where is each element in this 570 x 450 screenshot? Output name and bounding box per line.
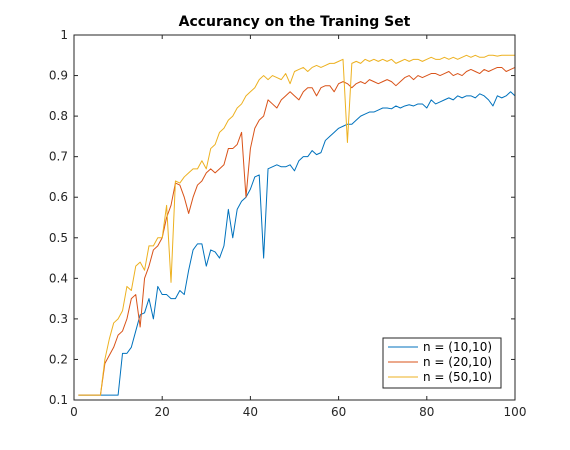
y-tick-label: 0.7	[49, 150, 68, 164]
y-tick-label: 0.9	[49, 69, 68, 83]
y-tick-label: 1	[60, 28, 68, 42]
axes-box	[73, 34, 516, 401]
x-tick-label: 80	[419, 405, 434, 419]
legend: n = (10,10)n = (20,10)n = (50,10)	[382, 337, 502, 389]
ticks-layer: 0 20 40 60 80 100 0.1 0.2 0.3 0.4 0.5 0.6 0.7 0.8 0.9 1	[49, 28, 527, 419]
legend-label-1: n = (10,10)	[423, 340, 492, 354]
y-tick-label: 0.6	[49, 190, 68, 204]
y-tick-label: 0.1	[49, 393, 68, 407]
legend-label-2: n = (20,10)	[423, 355, 492, 369]
chart-title: Accurancy on the Traning Set	[179, 14, 411, 30]
x-tick-label: 20	[155, 405, 170, 419]
legend-label-3: n = (50,10)	[423, 370, 492, 384]
y-tick-label: 0.8	[49, 109, 68, 123]
y-tick-label: 0.5	[49, 231, 68, 245]
legend-box	[382, 337, 502, 389]
y-tick-label: 0.2	[49, 352, 68, 366]
series-line-1	[78, 91, 516, 396]
y-tick-label: 0.4	[49, 271, 68, 285]
x-tick-label: 40	[243, 405, 258, 419]
x-tick-label: 100	[504, 405, 527, 419]
x-tick-label: 60	[331, 405, 346, 419]
series-line-3	[78, 54, 515, 396]
x-tick-label: 0	[70, 405, 78, 419]
series-line-2	[78, 66, 516, 396]
series-layer	[78, 54, 516, 396]
y-tick-label: 0.3	[49, 312, 68, 326]
